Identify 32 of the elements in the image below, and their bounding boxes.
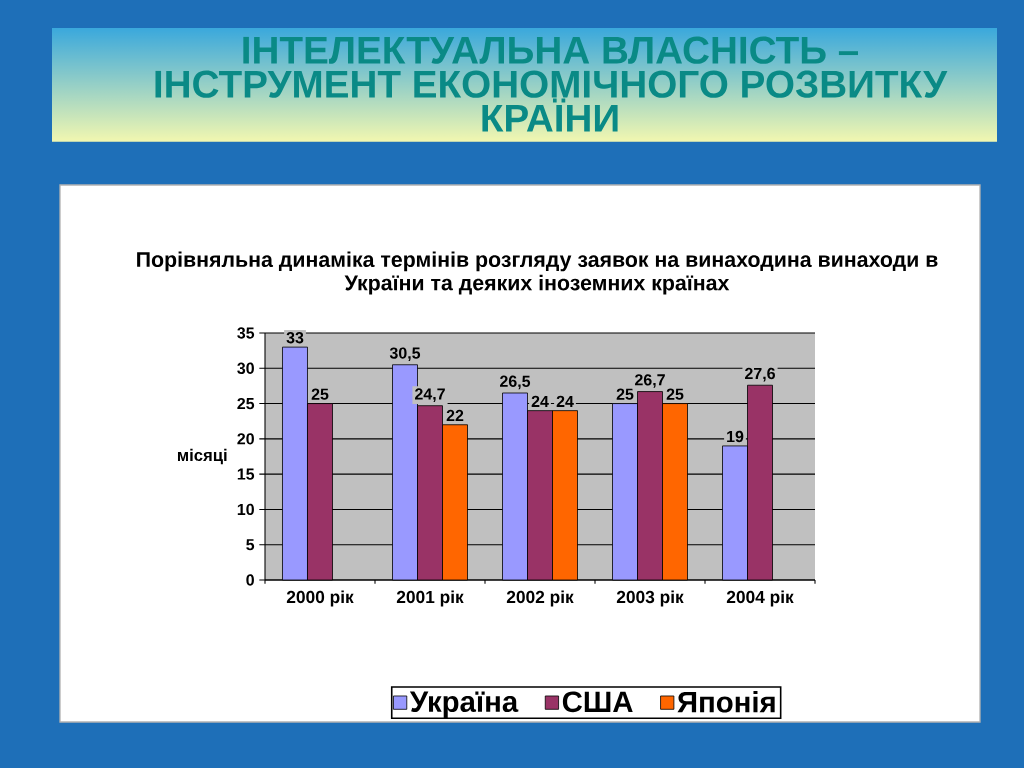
- data-label: 27,6: [745, 367, 775, 382]
- y-tick-label: 15: [237, 468, 255, 480]
- x-tick-label: 2002 рік: [506, 590, 574, 607]
- data-label: 25: [666, 388, 684, 400]
- y-tick-label: 30: [237, 362, 254, 374]
- data-label: 33: [286, 332, 304, 344]
- data-label: 22: [446, 409, 464, 422]
- y-tick-label: 35: [237, 327, 255, 339]
- x-tick-label: 2001 рік: [396, 590, 464, 607]
- data-label: 24: [556, 395, 574, 407]
- x-tick-label: 2004 рік: [726, 590, 794, 607]
- data-label: 25: [311, 388, 329, 400]
- legend-label: Японія: [677, 691, 775, 713]
- x-tick-label: 2000 рік: [286, 590, 354, 607]
- data-label: 26,5: [500, 375, 531, 390]
- y-axis-title: місяці: [177, 448, 227, 465]
- data-label: 24,7: [415, 388, 445, 402]
- y-tick-label: 20: [237, 433, 254, 445]
- chart-subtitle: Порівняльна динаміка термінів розгляду заявок на винаходина винаходи в України та деяких іноземних країнах: [137, 251, 938, 295]
- data-label: 24: [531, 395, 549, 407]
- y-tick-label: 0: [246, 574, 254, 586]
- y-tick-label: 5: [246, 539, 255, 551]
- data-label: 30,5: [389, 347, 421, 362]
- data-label: 25: [616, 388, 634, 400]
- chart-title: ІНТЕЛЕКТУАЛЬНА ВЛАСНІСТЬ – ІНСТРУМЕНТ ЕКОНОМІЧНОГО РОЗВИТКУ КРАЇНИ: [155, 36, 948, 132]
- data-label: 19: [727, 430, 744, 443]
- y-tick-label: 10: [237, 503, 254, 516]
- legend-label: Україна: [409, 691, 519, 718]
- legend-label: США: [562, 691, 633, 713]
- y-tick-label: 25: [237, 397, 255, 410]
- x-tick-label: 2003 рік: [616, 590, 684, 607]
- data-label: 26,7: [635, 374, 665, 388]
